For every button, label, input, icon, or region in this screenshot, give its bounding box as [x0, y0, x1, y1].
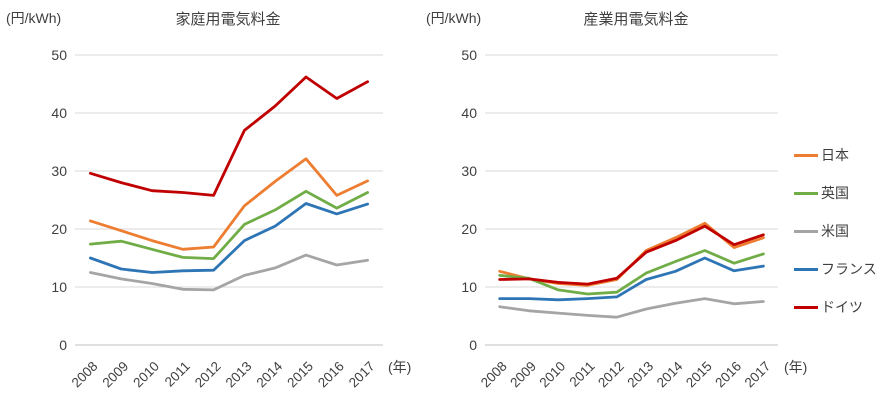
industrial-plot-area: 0102030405020082009201020112012201320142… [461, 47, 807, 391]
legend-label: ドイツ [821, 299, 863, 315]
series-line-ドイツ [89, 75, 370, 197]
x-tick-label-year: 2010 [130, 359, 162, 391]
legend-label: 日本 [821, 147, 849, 163]
x-tick-label-year: 2016 [712, 359, 744, 391]
legend-item-フランス: フランス [794, 250, 877, 288]
series-line-米国 [498, 297, 765, 319]
x-tick-label-year: 2017 [742, 359, 774, 391]
x-tick-label-year: 2011 [162, 359, 193, 390]
series-line-日本 [89, 157, 370, 251]
legend-swatch-icon [794, 267, 818, 271]
x-tick-label-year: 2013 [223, 359, 255, 391]
series-line-英国 [89, 189, 370, 261]
x-tick-label-year: 2012 [595, 359, 627, 391]
legend-swatch-icon [794, 191, 818, 195]
household-chart: (円/kWh) 家庭用電気料金 0 10 20 30 40 50 2008 2009 2010 2… [0, 0, 420, 416]
y-tick-label: 50 [51, 47, 67, 63]
y-tick-label: 50 [461, 47, 477, 63]
chart-title-household: 家庭用電気料金 [175, 11, 281, 28]
y-tick-label: 30 [51, 163, 67, 179]
series-line-ドイツ [498, 224, 765, 286]
legend-label: フランス [821, 261, 877, 277]
x-tick-label-year: 2016 [315, 359, 347, 391]
x-axis-unit-label: (年) [388, 359, 411, 375]
series-line-米国 [89, 253, 370, 292]
y-axis-unit-label: (円/kWh) [426, 10, 482, 26]
y-tick-label: 30 [461, 163, 477, 179]
legend-label: 米国 [821, 223, 849, 239]
y-tick-label: 10 [461, 279, 477, 295]
series-line-フランス [89, 202, 370, 274]
legend-item-米国: 米国 [794, 212, 877, 250]
y-tick-label: 20 [461, 221, 477, 237]
legend: 日本英国米国フランスドイツ [794, 136, 877, 326]
industrial-chart: (円/kWh) 産業用電気料金 0 10 20 30 40 50 2008 2009 2010 2… [420, 0, 815, 416]
x-tick-label-year: 2009 [507, 359, 539, 391]
series-line-フランス [498, 256, 765, 302]
legend-item-ドイツ: ドイツ [794, 288, 877, 326]
x-tick-label-year: 2015 [284, 359, 316, 391]
y-tick-label: 10 [51, 279, 67, 295]
x-tick-label-year: 2014 [253, 358, 285, 390]
legend-label: 英国 [821, 185, 849, 201]
y-tick-label: 0 [59, 337, 67, 353]
x-tick-label-year: 2008 [478, 359, 510, 391]
legend-swatch-icon [794, 229, 818, 233]
series-line-日本 [498, 221, 765, 287]
x-tick-label-year: 2017 [346, 359, 378, 391]
x-tick-label-year: 2012 [192, 359, 224, 391]
x-tick-label-year: 2010 [537, 359, 569, 391]
x-axis-unit-label: (年) [784, 359, 807, 375]
legend-item-日本: 日本 [794, 136, 877, 174]
x-tick-label-year: 2011 [567, 359, 598, 390]
chart-title-industrial: 産業用電気料金 [583, 11, 689, 28]
x-tick-label-year: 2008 [69, 359, 101, 391]
y-tick-label: 40 [51, 105, 67, 121]
legend-swatch-icon [794, 305, 818, 309]
legend-swatch-icon [794, 153, 818, 157]
series-line-英国 [498, 249, 765, 296]
y-tick-label: 40 [461, 105, 477, 121]
x-tick-label-year: 2015 [683, 359, 715, 391]
y-tick-label: 20 [51, 221, 67, 237]
x-tick-label-year: 2009 [99, 359, 131, 391]
x-tick-label-year: 2013 [624, 359, 656, 391]
legend-item-英国: 英国 [794, 174, 877, 212]
y-tick-label: 0 [469, 337, 477, 353]
x-tick-label-year: 2014 [654, 358, 686, 390]
y-axis-unit-label: (円/kWh) [6, 10, 62, 26]
